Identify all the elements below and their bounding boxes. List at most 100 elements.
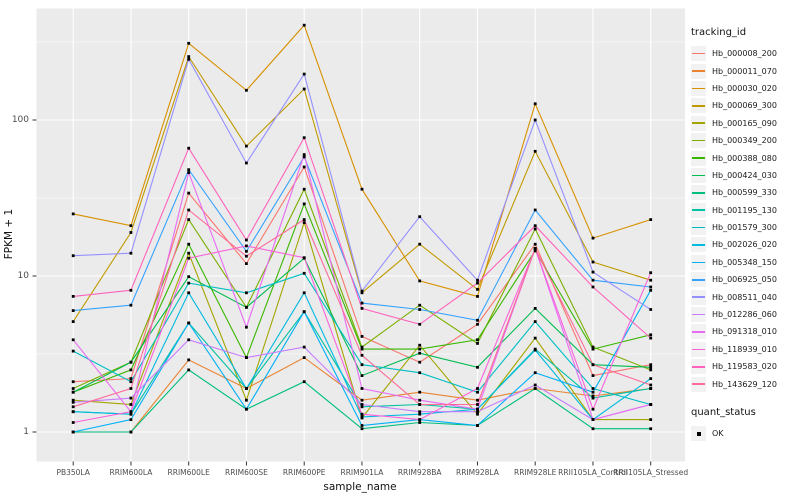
data-point	[302, 380, 306, 384]
legend-item-label: Hb_118939_010	[712, 344, 777, 354]
legend-key-box	[691, 63, 706, 79]
data-point	[533, 371, 537, 375]
legend-item-label: Hb_001579_300	[712, 223, 777, 233]
legend-line-swatch	[692, 296, 705, 298]
data-point	[418, 215, 422, 219]
data-point	[245, 407, 248, 411]
data-point	[71, 398, 75, 402]
data-point	[476, 407, 479, 411]
data-point	[302, 23, 306, 27]
data-point	[129, 396, 133, 400]
data-point	[187, 57, 191, 61]
data-point	[302, 87, 306, 91]
data-point	[418, 242, 422, 246]
data-point	[476, 322, 479, 326]
data-point	[302, 221, 306, 224]
legend-item: Hb_000424_030	[691, 167, 799, 184]
legend-key-box	[691, 185, 706, 201]
data-point	[533, 247, 537, 250]
data-point	[649, 368, 653, 372]
legend-item-label: OK	[712, 429, 724, 438]
legend-key-box	[691, 341, 706, 357]
data-point	[476, 278, 479, 282]
legend-line-swatch	[692, 209, 705, 211]
legend-item: Hb_000599_330	[691, 184, 799, 201]
legend-item: Hb_006925_050	[691, 271, 799, 288]
data-point	[129, 231, 133, 234]
data-point	[245, 88, 248, 92]
data-point	[360, 374, 364, 377]
data-point	[71, 254, 75, 258]
data-point	[302, 345, 306, 349]
data-point	[649, 403, 653, 406]
data-point	[302, 291, 306, 295]
data-point	[533, 227, 537, 231]
legend-item-label: Hb_000011_070	[712, 66, 777, 76]
data-point	[187, 251, 191, 255]
data-point	[71, 349, 75, 353]
data-point	[649, 285, 653, 289]
data-point	[533, 118, 537, 122]
legend-item-label: Hb_000599_330	[712, 188, 777, 198]
data-point	[360, 353, 364, 357]
data-point	[591, 260, 595, 264]
data-point	[360, 289, 364, 293]
legend-key-box	[691, 167, 706, 183]
data-point	[245, 356, 248, 359]
data-point	[476, 281, 479, 285]
data-point	[71, 400, 75, 404]
data-point	[245, 144, 248, 148]
data-point	[360, 307, 364, 310]
data-point	[129, 412, 133, 416]
data-point	[245, 238, 248, 242]
legend-key-box	[691, 115, 706, 131]
y-tick-label: 10	[17, 271, 29, 281]
data-point	[591, 374, 595, 377]
legend-key-box	[691, 237, 706, 253]
y-axis-title: FPKM + 1	[3, 208, 15, 260]
data-point	[476, 398, 479, 402]
data-point	[533, 387, 537, 390]
data-point	[476, 390, 479, 394]
legend-line-swatch	[692, 365, 705, 368]
data-point	[476, 403, 479, 406]
data-point	[245, 387, 248, 390]
data-point	[649, 333, 653, 337]
data-point	[187, 218, 191, 221]
legend-line-swatch	[692, 261, 705, 264]
legend-item-label: Hb_000008_200	[712, 49, 777, 59]
legend-title-quant-status: quant_status	[691, 406, 756, 418]
data-point	[187, 256, 191, 260]
data-point	[476, 412, 479, 416]
data-point	[129, 224, 133, 228]
legend-line-swatch	[692, 383, 705, 385]
data-point	[302, 356, 306, 359]
data-point	[302, 310, 306, 314]
data-point	[360, 398, 364, 402]
legend-key-box	[691, 307, 706, 323]
x-tick-label: RRIM600LE	[167, 468, 210, 477]
legend-item: Hb_012286_060	[691, 306, 799, 323]
data-point	[649, 308, 653, 311]
y-tick-label: 100	[11, 115, 29, 125]
legend-line-swatch	[692, 278, 705, 281]
legend-item: Hb_000349_200	[691, 132, 799, 149]
legend-line-swatch	[692, 192, 705, 194]
data-point	[187, 146, 191, 150]
data-point	[302, 136, 306, 140]
data-point	[591, 278, 595, 282]
data-point	[418, 322, 422, 326]
data-point	[418, 410, 422, 414]
data-point	[360, 387, 364, 390]
legend-key-box	[691, 46, 706, 62]
legend-item: Hb_000165_090	[691, 115, 799, 132]
legend-item-label: Hb_000424_030	[712, 170, 777, 180]
data-point	[476, 295, 479, 298]
data-point	[302, 72, 306, 76]
data-point	[591, 347, 595, 351]
legend-key-box	[691, 376, 706, 392]
data-point	[476, 424, 479, 427]
data-point	[591, 345, 595, 349]
data-point	[418, 351, 422, 355]
data-point	[418, 303, 422, 307]
